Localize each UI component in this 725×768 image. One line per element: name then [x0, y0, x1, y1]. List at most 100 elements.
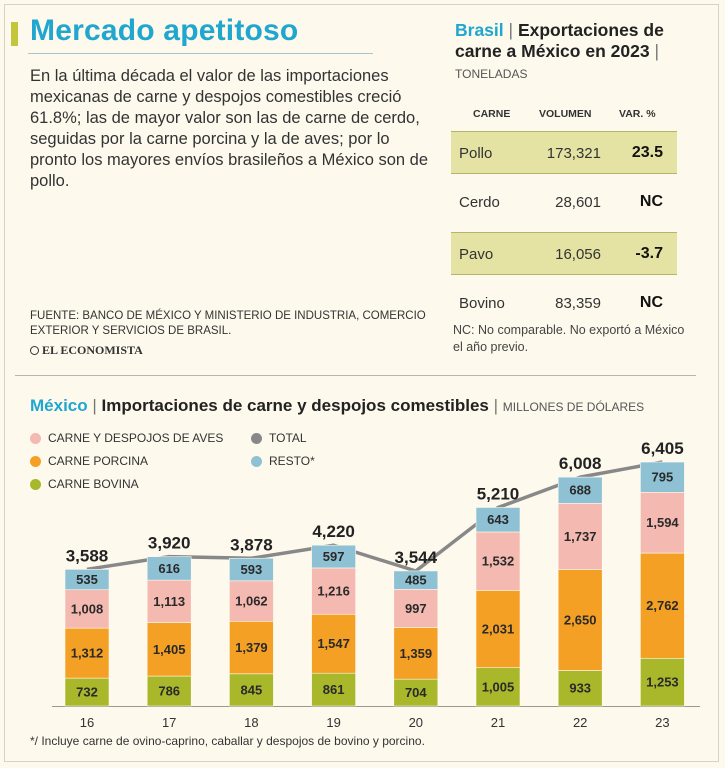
mexico-country: México — [30, 396, 88, 415]
cell-volumen: 28,601 — [555, 194, 601, 211]
cell-volumen: 16,056 — [555, 246, 601, 263]
bar-resto-23 — [640, 461, 685, 493]
label-resto-22: 688 — [569, 483, 591, 498]
bar-aves-17 — [146, 579, 192, 623]
bar-bovina-22 — [557, 670, 603, 707]
year-label-21: 21 — [491, 715, 505, 730]
table-row-pollo: Pollo 173,321 23.5 — [451, 131, 677, 174]
title-rule — [28, 53, 373, 54]
year-label-22: 22 — [573, 715, 587, 730]
bar-porcina-17 — [146, 622, 192, 677]
bar-resto-19 — [311, 544, 356, 569]
label-bovina-18: 845 — [241, 682, 263, 697]
label-porcina-19: 1,547 — [317, 636, 350, 651]
label-aves-21: 1,532 — [482, 554, 515, 569]
legend-bovina: CARNE BOVINA — [30, 477, 139, 491]
bar-resto-16 — [64, 569, 110, 591]
label-bovina-22: 933 — [569, 681, 591, 696]
year-label-18: 18 — [244, 715, 258, 730]
year-label-23: 23 — [655, 715, 669, 730]
legend-total-label: TOTAL — [269, 431, 307, 445]
legend-bovina-dot-icon — [30, 478, 41, 490]
bar-aves-18 — [229, 580, 274, 622]
cell-volumen: 173,321 — [546, 145, 601, 162]
label-porcina-18: 1,379 — [235, 640, 268, 655]
cell-var: NC — [639, 193, 663, 210]
total-label-19: 4,220 — [312, 522, 355, 541]
bar-bovina-20 — [393, 678, 439, 707]
frame — [4, 4, 719, 762]
cell-volumen: 83,359 — [555, 295, 601, 312]
mexico-title: Importaciones de carne y despojos comest… — [101, 396, 489, 415]
label-resto-16: 535 — [76, 572, 98, 587]
total-label-17: 3,920 — [148, 534, 191, 553]
legend-aves: CARNE Y DESPOJOS DE AVES — [30, 431, 223, 445]
bar-resto-20 — [393, 570, 439, 590]
total-label-22: 6,008 — [559, 454, 602, 473]
label-bovina-20: 704 — [405, 685, 427, 700]
label-porcina-23: 2,762 — [646, 598, 679, 613]
label-resto-17: 616 — [158, 561, 180, 576]
label-aves-17: 1,113 — [153, 594, 185, 609]
brasil-unit-separator: | — [654, 41, 659, 61]
col-header-carne: CARNE — [473, 108, 511, 120]
legend-aves-dot-icon — [30, 432, 41, 444]
label-aves-16: 1,008 — [71, 601, 104, 616]
year-label-17: 17 — [162, 715, 176, 730]
bar-bovina-16 — [64, 677, 110, 707]
mexico-unit-separator: | — [493, 396, 499, 415]
logo: EL ECONOMISTA — [30, 343, 143, 358]
mexico-heading: México | Importaciones de carne y despoj… — [30, 396, 644, 416]
bar-bovina-19 — [311, 672, 356, 707]
page-title: Mercado apetitoso — [30, 14, 299, 47]
label-bovina-17: 786 — [158, 684, 180, 699]
label-bovina-21: 1,005 — [482, 679, 515, 694]
bar-aves-23 — [640, 492, 685, 554]
label-porcina-21: 2,031 — [482, 622, 515, 637]
brasil-separator: | — [508, 20, 514, 40]
col-header-volumen: VOLUMEN — [539, 108, 592, 120]
label-aves-22: 1,737 — [564, 529, 597, 544]
total-label-20: 3,544 — [395, 548, 438, 567]
mexico-separator: | — [92, 396, 97, 415]
legend-bovina-label: CARNE BOVINA — [48, 477, 139, 491]
bar-porcina-16 — [64, 627, 110, 679]
label-aves-18: 1,062 — [235, 594, 268, 609]
label-resto-20: 485 — [405, 573, 427, 588]
label-resto-18: 593 — [241, 562, 263, 577]
bar-porcina-21 — [475, 590, 521, 669]
intro-text: En la última década el valor de las impo… — [30, 67, 429, 190]
cell-var: 23.5 — [631, 144, 663, 161]
table-row-cerdo: Cerdo 28,601 NC — [451, 181, 677, 224]
label-resto-23: 795 — [652, 470, 674, 485]
label-resto-19: 597 — [323, 549, 345, 564]
mexico-unit: MILLONES DE DÓLARES — [502, 400, 645, 414]
legend-resto: RESTO* — [251, 454, 315, 468]
label-bovina-16: 732 — [76, 685, 98, 700]
total-label-23: 6,405 — [641, 439, 684, 458]
legend-resto-label: RESTO* — [269, 454, 315, 468]
bar-aves-22 — [557, 503, 603, 570]
bar-resto-21 — [475, 507, 521, 533]
legend-total: TOTAL — [251, 431, 307, 445]
table-row-bovino: Bovino 83,359 NC — [451, 282, 677, 325]
label-porcina-22: 2,650 — [564, 612, 597, 627]
legend-total-dot-icon — [251, 432, 262, 444]
logo-text: EL ECONOMISTA — [42, 343, 143, 357]
total-label-18: 3,878 — [230, 535, 273, 554]
label-aves-23: 1,594 — [646, 515, 679, 530]
year-label-19: 19 — [326, 715, 340, 730]
brasil-title: Exportaciones de carne a México en 2023 — [455, 20, 664, 61]
label-aves-20: 997 — [405, 601, 427, 616]
bar-resto-18 — [229, 557, 274, 582]
brasil-unit: TONELADAS — [455, 67, 528, 81]
footnote: */ Incluye carne de ovino-caprino, cabal… — [30, 734, 425, 748]
bar-resto-22 — [557, 476, 603, 504]
label-aves-19: 1,216 — [317, 584, 350, 599]
label-bovina-19: 861 — [323, 682, 345, 697]
nc-note: NC: No comparable. No exportó a México e… — [453, 323, 685, 354]
legend-porcina-label: CARNE PORCINA — [48, 454, 149, 468]
bar-porcina-22 — [557, 569, 603, 671]
table-row-pavo: Pavo 16,056 -3.7 — [451, 232, 677, 275]
